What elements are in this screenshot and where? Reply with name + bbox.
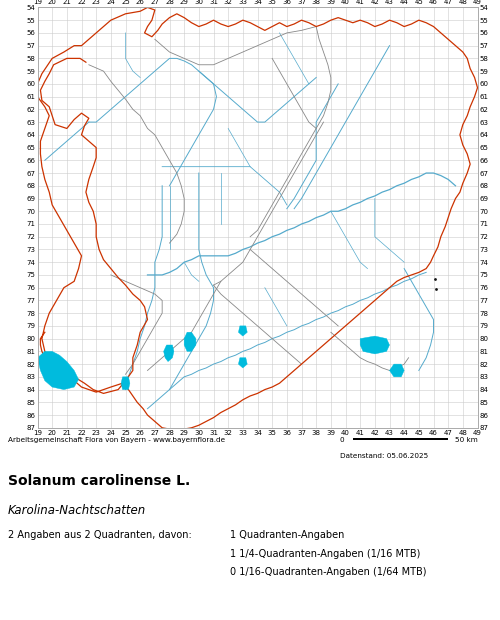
Text: 0 1/16-Quadranten-Angaben (1/64 MTB): 0 1/16-Quadranten-Angaben (1/64 MTB): [230, 567, 426, 577]
Polygon shape: [238, 358, 247, 368]
Text: 1 Quadranten-Angaben: 1 Quadranten-Angaben: [230, 530, 344, 540]
Polygon shape: [184, 332, 196, 352]
Text: Solanum carolinense L.: Solanum carolinense L.: [8, 474, 190, 489]
Text: 0: 0: [340, 437, 344, 443]
Polygon shape: [121, 377, 130, 389]
Polygon shape: [238, 326, 247, 336]
Text: Arbeitsgemeinschaft Flora von Bayern - www.bayernflora.de: Arbeitsgemeinschaft Flora von Bayern - w…: [8, 437, 224, 443]
Text: Karolina-Nachtschatten: Karolina-Nachtschatten: [8, 504, 146, 517]
Text: Datenstand: 05.06.2025: Datenstand: 05.06.2025: [340, 453, 428, 459]
Polygon shape: [164, 345, 174, 361]
Text: 1 1/4-Quadranten-Angaben (1/16 MTB): 1 1/4-Quadranten-Angaben (1/16 MTB): [230, 549, 420, 559]
Text: 50 km: 50 km: [455, 437, 478, 443]
Polygon shape: [38, 352, 78, 389]
Polygon shape: [390, 364, 404, 377]
Text: 2 Angaben aus 2 Quadranten, davon:: 2 Angaben aus 2 Quadranten, davon:: [8, 530, 191, 540]
Polygon shape: [360, 336, 390, 354]
